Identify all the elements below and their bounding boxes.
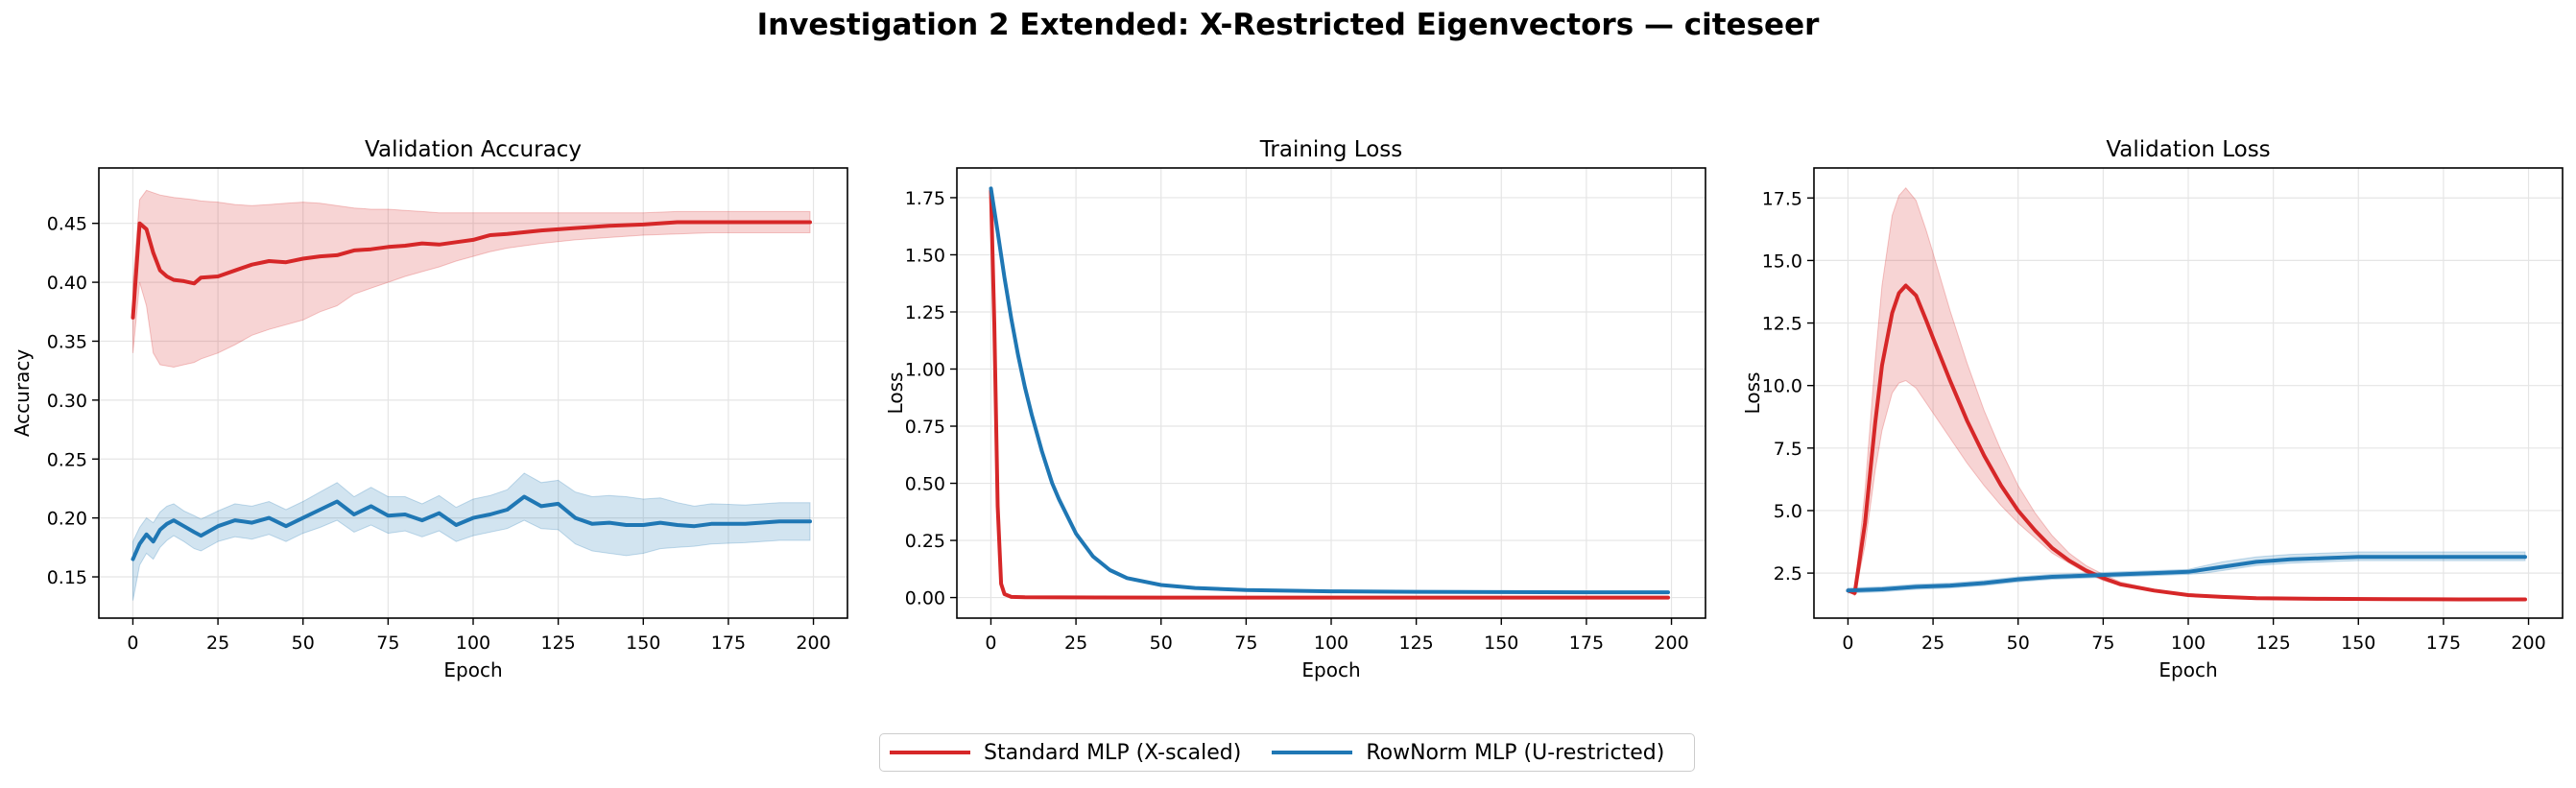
validation-accuracy-ytick-label: 0.30 <box>47 391 87 412</box>
validation-loss-ytick-label: 15.0 <box>1762 251 1802 272</box>
validation-loss-title: Validation Loss <box>2106 137 2270 162</box>
validation-loss-xtick-label: 0 <box>1842 633 1853 654</box>
training-loss-xlabel: Epoch <box>1301 658 1360 681</box>
training-loss-title: Training Loss <box>1259 137 1403 162</box>
legend-label-rownorm-mlp: RowNorm MLP (U-restricted) <box>1366 740 1665 765</box>
training-loss-ytick-label: 1.00 <box>905 360 945 381</box>
validation-accuracy-xtick-label: 200 <box>796 633 830 654</box>
validation-accuracy-ytick-label: 0.20 <box>47 509 87 530</box>
validation-loss-ytick-label: 2.5 <box>1774 563 1802 585</box>
legend-label-standard-mlp: Standard MLP (X-scaled) <box>984 740 1242 765</box>
training-loss-ylabel: Loss <box>884 372 907 415</box>
training-loss-xtick-label: 50 <box>1150 633 1173 654</box>
validation-loss-xtick-label: 175 <box>2426 633 2461 654</box>
training-loss-ytick-label: 0.75 <box>905 417 945 438</box>
validation-loss-xtick-label: 25 <box>1921 633 1944 654</box>
validation-accuracy-xtick-label: 100 <box>456 633 490 654</box>
validation-loss-ytick-label: 12.5 <box>1762 314 1802 335</box>
validation-accuracy-ytick-label: 0.45 <box>47 214 87 235</box>
training-loss-ytick-label: 0.25 <box>905 531 945 552</box>
training-loss-xtick-label: 150 <box>1484 633 1518 654</box>
validation-loss-xtick-label: 150 <box>2341 633 2375 654</box>
validation-loss-standard-mlp-x-scaled-band <box>1846 187 2526 601</box>
validation-accuracy-rownorm-mlp-u-restricted-line <box>131 494 812 561</box>
validation-loss-standard-mlp-x-scaled-line <box>1846 283 2527 602</box>
legend-item-rownorm-mlp: RowNorm MLP (U-restricted) <box>1272 741 1664 765</box>
validation-accuracy-ytick-label: 0.15 <box>47 567 87 588</box>
training-loss-xtick-label: 100 <box>1314 633 1348 654</box>
validation-accuracy-xtick-label: 75 <box>376 633 399 654</box>
training-loss-ytick-label: 0.50 <box>905 474 945 495</box>
legend: Standard MLP (X-scaled) RowNorm MLP (U-r… <box>879 733 1695 772</box>
validation-accuracy-ytick-label: 0.40 <box>47 273 87 294</box>
validation-loss-xtick-label: 100 <box>2171 633 2206 654</box>
validation-accuracy-standard-mlp-x-scaled-band <box>132 189 811 369</box>
validation-accuracy-xtick-label: 50 <box>292 633 315 654</box>
training-loss-xtick-label: 175 <box>1569 633 1604 654</box>
training-loss-ytick-label: 1.50 <box>905 245 945 266</box>
validation-loss-ytick-label: 5.0 <box>1774 501 1802 522</box>
validation-accuracy-ylabel: Accuracy <box>11 349 34 437</box>
validation-loss-xtick-label: 50 <box>2007 633 2030 654</box>
validation-accuracy-xtick-label: 125 <box>541 633 576 654</box>
validation-loss-ytick-label: 10.0 <box>1762 376 1802 397</box>
validation-loss-ylabel: Loss <box>1741 372 1764 415</box>
training-loss-xtick-label: 75 <box>1234 633 1257 654</box>
training-loss-ytick-label: 0.00 <box>905 588 945 609</box>
validation-loss-xtick-label: 200 <box>2511 633 2545 654</box>
validation-loss-xlabel: Epoch <box>2159 658 2217 681</box>
legend-swatch-rownorm-mlp <box>1272 751 1353 754</box>
validation-accuracy-rownorm-mlp-u-restricted-band <box>132 472 811 601</box>
validation-loss-xtick-label: 75 <box>2091 633 2114 654</box>
training-loss-ytick-label: 1.75 <box>905 188 945 209</box>
validation-accuracy-xtick-label: 175 <box>711 633 746 654</box>
training-loss-standard-mlp-x-scaled-line <box>989 188 1670 600</box>
training-loss-xtick-label: 0 <box>985 633 996 654</box>
validation-accuracy-title: Validation Accuracy <box>365 137 582 162</box>
validation-accuracy-ytick-label: 0.25 <box>47 449 87 470</box>
figure-title: Investigation 2 Extended: X-Restricted E… <box>756 8 1820 42</box>
training-loss-rownorm-mlp-u-restricted-line <box>989 186 1670 595</box>
legend-swatch-standard-mlp <box>890 751 970 754</box>
training-loss-xtick-label: 200 <box>1654 633 1688 654</box>
validation-accuracy-xtick-label: 150 <box>626 633 660 654</box>
validation-accuracy-standard-mlp-x-scaled-line <box>131 220 812 320</box>
validation-accuracy-xlabel: Epoch <box>443 658 502 681</box>
validation-accuracy-ytick-label: 0.35 <box>47 331 87 352</box>
training-loss-xtick-label: 25 <box>1064 633 1087 654</box>
validation-loss-rownorm-mlp-u-restricted-line <box>1846 555 2527 593</box>
legend-item-standard-mlp: Standard MLP (X-scaled) <box>890 741 1241 765</box>
validation-accuracy-xtick-label: 0 <box>127 633 138 654</box>
validation-loss-ytick-label: 17.5 <box>1762 188 1802 209</box>
training-loss-xtick-label: 125 <box>1399 633 1434 654</box>
validation-accuracy-xtick-label: 25 <box>206 633 229 654</box>
training-loss-ytick-label: 1.25 <box>905 302 945 323</box>
validation-loss-ytick-label: 7.5 <box>1774 439 1802 460</box>
validation-loss-xtick-label: 125 <box>2256 633 2291 654</box>
